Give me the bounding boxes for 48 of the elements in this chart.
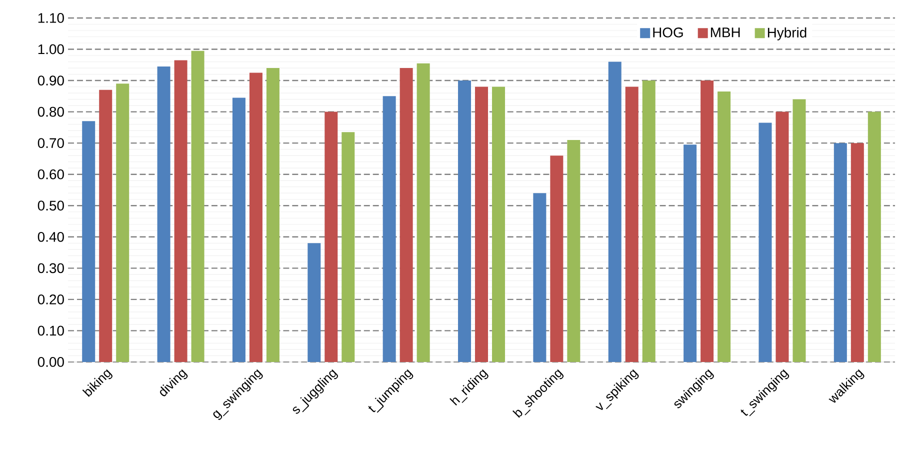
bar [533, 193, 546, 362]
legend-label: Hybrid [768, 27, 806, 40]
bar [642, 80, 656, 362]
bar [191, 50, 204, 362]
y-tick-label: 0.50 [38, 200, 64, 211]
y-tick-label: 1.10 [38, 13, 64, 23]
bar [382, 96, 396, 362]
bar [684, 144, 697, 362]
bar [99, 90, 112, 362]
bar [625, 86, 638, 362]
y-tick-label: 0.20 [38, 294, 64, 304]
y-tick-label: 0.90 [38, 76, 64, 86]
bar [718, 91, 731, 362]
y-tick-label: 0.60 [38, 169, 64, 180]
bar [342, 132, 355, 362]
bar [232, 98, 246, 362]
legend-label: HOG [653, 28, 683, 38]
bar [492, 86, 506, 362]
bar [416, 63, 430, 362]
y-tick-label: 0.80 [38, 106, 64, 117]
legend-label: MBH [710, 28, 740, 38]
y-tick-label: 0.00 [38, 357, 64, 367]
bar [324, 112, 338, 362]
y-tick-label: 0.30 [38, 263, 64, 274]
bar [868, 112, 881, 362]
bar [174, 60, 188, 362]
bar [308, 243, 321, 362]
bar [157, 66, 170, 362]
y-tick-label: 0.10 [38, 326, 64, 336]
bar [758, 122, 772, 362]
bar [776, 112, 789, 362]
bar [266, 68, 280, 362]
bar [567, 140, 580, 362]
bar [116, 84, 130, 362]
bar [608, 62, 622, 362]
bar [458, 80, 472, 362]
y-tick-label: 0.70 [38, 138, 64, 148]
y-tick-label: 0.40 [38, 232, 64, 242]
bar [700, 80, 714, 362]
bar [792, 99, 806, 362]
bar [249, 72, 262, 362]
bar [82, 121, 96, 362]
y-tick-label: 1.00 [38, 44, 64, 54]
bar [550, 156, 564, 362]
bar [400, 68, 413, 362]
bar [850, 143, 864, 362]
bar [475, 86, 488, 362]
bar [834, 143, 847, 362]
